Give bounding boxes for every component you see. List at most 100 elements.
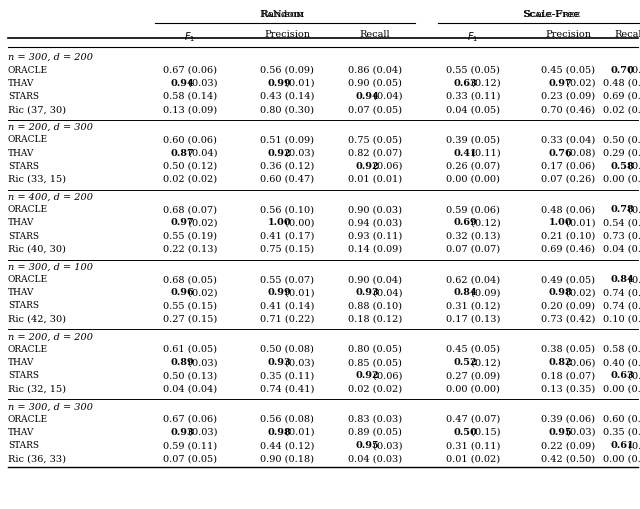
Text: 0.17 (0.06): 0.17 (0.06) (541, 162, 595, 171)
Text: 0.17 (0.13): 0.17 (0.13) (446, 315, 500, 324)
Text: 0.99: 0.99 (268, 288, 291, 297)
Text: 0.60 (0.47): 0.60 (0.47) (260, 175, 314, 184)
Text: STARS: STARS (8, 162, 39, 171)
Text: 0.89 (0.05): 0.89 (0.05) (348, 428, 402, 437)
Text: 0.56 (0.10): 0.56 (0.10) (260, 205, 314, 214)
Text: Ric (37, 30): Ric (37, 30) (8, 105, 66, 114)
Text: 0.33 (0.11): 0.33 (0.11) (446, 92, 500, 101)
Text: n = 300, d = 200: n = 300, d = 200 (8, 53, 93, 62)
Text: (0.13): (0.13) (625, 441, 640, 450)
Text: RᴀNᴁᴏᴍ: RᴀNᴁᴏᴍ (260, 10, 305, 19)
Text: 0.00 (0.00): 0.00 (0.00) (603, 175, 640, 184)
Text: 0.69 (0.46): 0.69 (0.46) (541, 245, 595, 254)
Text: 0.94: 0.94 (356, 92, 380, 101)
Text: 0.82 (0.07): 0.82 (0.07) (348, 149, 402, 158)
Text: 0.94 (0.03): 0.94 (0.03) (348, 218, 402, 228)
Text: (0.01): (0.01) (282, 428, 314, 437)
Text: 0.07 (0.26): 0.07 (0.26) (541, 175, 595, 184)
Text: ORACLE: ORACLE (8, 345, 48, 354)
Text: 0.33 (0.04): 0.33 (0.04) (541, 135, 595, 145)
Text: $F_1$: $F_1$ (467, 30, 479, 44)
Text: 0.84: 0.84 (611, 275, 634, 284)
Text: 0.23 (0.09): 0.23 (0.09) (541, 92, 595, 101)
Text: 0.80 (0.05): 0.80 (0.05) (348, 345, 402, 354)
Text: 0.60 (0.06): 0.60 (0.06) (163, 135, 217, 145)
Text: 0.67 (0.06): 0.67 (0.06) (163, 66, 217, 74)
Text: (0.08): (0.08) (563, 149, 595, 158)
Text: 0.70: 0.70 (611, 66, 635, 74)
Text: (0.03): (0.03) (185, 79, 217, 88)
Text: 0.62 (0.04): 0.62 (0.04) (446, 275, 500, 284)
Text: (0.12): (0.12) (625, 371, 640, 380)
Text: 0.31 (0.12): 0.31 (0.12) (446, 301, 500, 310)
Text: 0.51 (0.09): 0.51 (0.09) (260, 135, 314, 145)
Text: 0.48 (0.06): 0.48 (0.06) (541, 205, 595, 214)
Text: (0.01): (0.01) (282, 288, 314, 297)
Text: 0.90 (0.03): 0.90 (0.03) (348, 205, 402, 214)
Text: (0.03): (0.03) (282, 149, 314, 158)
Text: (0.04): (0.04) (185, 149, 217, 158)
Text: Random: Random (260, 10, 304, 19)
Text: 0.01 (0.02): 0.01 (0.02) (446, 455, 500, 463)
Text: (0.02): (0.02) (185, 218, 217, 228)
Text: (0.11): (0.11) (468, 149, 500, 158)
Text: 0.13 (0.09): 0.13 (0.09) (163, 105, 217, 114)
Text: 0.90 (0.04): 0.90 (0.04) (348, 275, 402, 284)
Text: 0.93: 0.93 (171, 428, 195, 437)
Text: 0.58 (0.09): 0.58 (0.09) (603, 345, 640, 354)
Text: 0.60 (0.09): 0.60 (0.09) (603, 415, 640, 423)
Text: 0.40 (0.13): 0.40 (0.13) (603, 358, 640, 367)
Text: (0.07): (0.07) (625, 205, 640, 214)
Text: (0.01): (0.01) (282, 79, 314, 88)
Text: 0.90 (0.18): 0.90 (0.18) (260, 455, 314, 463)
Text: 0.55 (0.19): 0.55 (0.19) (163, 232, 217, 241)
Text: (0.15): (0.15) (468, 428, 500, 437)
Text: (0.07): (0.07) (625, 275, 640, 284)
Text: Ric (42, 30): Ric (42, 30) (8, 315, 66, 324)
Text: 0.75 (0.15): 0.75 (0.15) (260, 245, 314, 254)
Text: 0.90 (0.05): 0.90 (0.05) (348, 79, 402, 88)
Text: 0.58: 0.58 (611, 162, 634, 171)
Text: THAV: THAV (8, 218, 35, 228)
Text: ORACLE: ORACLE (8, 205, 48, 214)
Text: STARS: STARS (8, 371, 39, 380)
Text: 0.26 (0.07): 0.26 (0.07) (446, 162, 500, 171)
Text: 0.59 (0.06): 0.59 (0.06) (446, 205, 500, 214)
Text: n = 200, d = 200: n = 200, d = 200 (8, 332, 93, 342)
Text: 0.61: 0.61 (611, 441, 634, 450)
Text: 0.07 (0.05): 0.07 (0.05) (348, 105, 402, 114)
Text: 0.27 (0.15): 0.27 (0.15) (163, 315, 217, 324)
Text: (0.03): (0.03) (370, 441, 403, 450)
Text: 0.85 (0.05): 0.85 (0.05) (348, 358, 402, 367)
Text: 0.59 (0.11): 0.59 (0.11) (163, 441, 217, 450)
Text: (0.06): (0.06) (370, 162, 402, 171)
Text: 0.95: 0.95 (356, 441, 380, 450)
Text: 0.55 (0.05): 0.55 (0.05) (446, 66, 500, 74)
Text: 0.48 (0.14): 0.48 (0.14) (603, 79, 640, 88)
Text: 0.50 (0.08): 0.50 (0.08) (260, 345, 314, 354)
Text: THAV: THAV (8, 358, 35, 367)
Text: 0.04 (0.05): 0.04 (0.05) (446, 105, 500, 114)
Text: 0.73 (0.42): 0.73 (0.42) (541, 315, 595, 324)
Text: Ric (33, 15): Ric (33, 15) (8, 175, 66, 184)
Text: 1.00: 1.00 (548, 218, 573, 228)
Text: $F_1$: $F_1$ (184, 30, 196, 44)
Text: 0.39 (0.06): 0.39 (0.06) (541, 415, 595, 423)
Text: 0.61 (0.05): 0.61 (0.05) (163, 345, 217, 354)
Text: 0.56 (0.08): 0.56 (0.08) (260, 415, 314, 423)
Text: 0.10 (0.08): 0.10 (0.08) (603, 315, 640, 324)
Text: 0.20 (0.09): 0.20 (0.09) (541, 301, 595, 310)
Text: 0.98: 0.98 (268, 428, 291, 437)
Text: 0.78: 0.78 (611, 205, 634, 214)
Text: 0.55 (0.15): 0.55 (0.15) (163, 301, 217, 310)
Text: 0.92: 0.92 (356, 371, 380, 380)
Text: Recall: Recall (360, 30, 390, 39)
Text: (0.03): (0.03) (185, 358, 217, 367)
Text: 0.92: 0.92 (268, 149, 291, 158)
Text: 0.41 (0.14): 0.41 (0.14) (260, 301, 314, 310)
Text: ORACLE: ORACLE (8, 66, 48, 74)
Text: ORACLE: ORACLE (8, 275, 48, 284)
Text: 0.22 (0.13): 0.22 (0.13) (163, 245, 217, 254)
Text: 0.69: 0.69 (454, 218, 477, 228)
Text: THAV: THAV (8, 149, 35, 158)
